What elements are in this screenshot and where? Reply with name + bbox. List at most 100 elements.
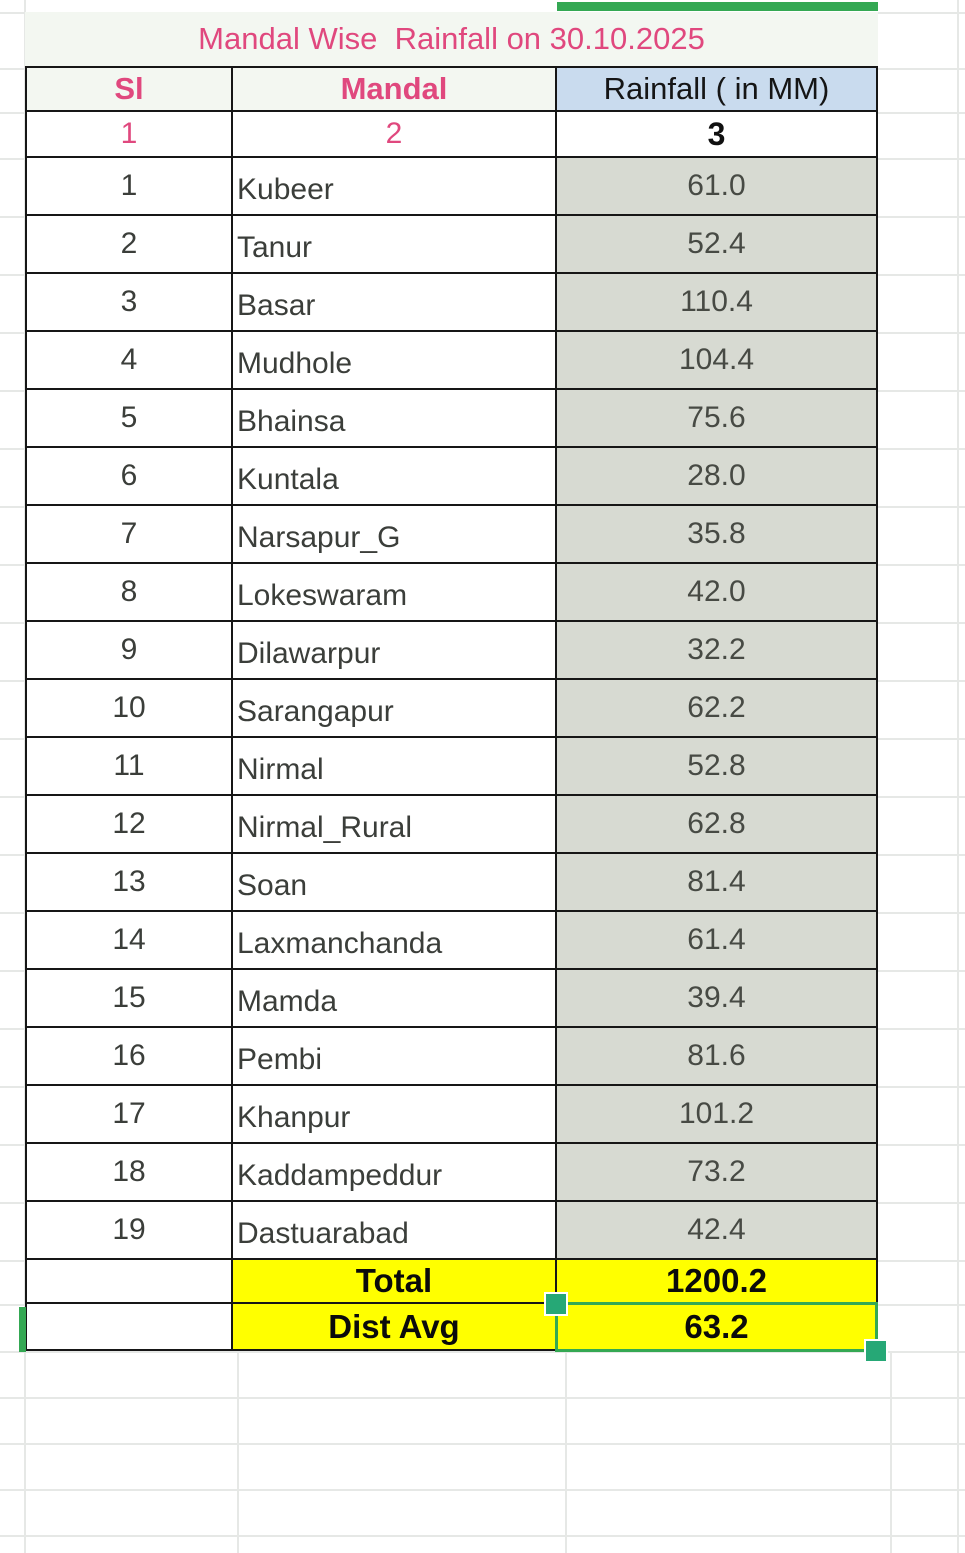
sl-cell[interactable]: 6 — [27, 448, 233, 504]
mandal-cell[interactable]: Sarangapur — [233, 680, 557, 736]
gridline-horizontal — [0, 1351, 965, 1353]
rainfall-cell[interactable]: 52.8 — [557, 738, 876, 794]
sl-cell[interactable]: 18 — [27, 1144, 233, 1200]
header-cell-rainfall[interactable]: Rainfall ( in MM) — [557, 68, 876, 110]
selection-column-top-indicator — [557, 2, 878, 11]
sl-cell[interactable]: 19 — [27, 1202, 233, 1258]
rainfall-cell[interactable]: 75.6 — [557, 390, 876, 446]
rainfall-cell[interactable]: 61.0 — [557, 158, 876, 214]
mandal-cell[interactable]: Mamda — [233, 970, 557, 1026]
mandal-cell[interactable]: Bhainsa — [233, 390, 557, 446]
column-number-cell-3[interactable]: 3 — [707, 115, 726, 152]
selection-row-left-indicator — [19, 1307, 26, 1352]
gridline-vertical — [957, 0, 959, 1553]
rainfall-cell[interactable]: 52.4 — [557, 216, 876, 272]
mandal-cell[interactable]: Khanpur — [233, 1086, 557, 1142]
rainfall-cell[interactable]: 62.2 — [557, 680, 876, 736]
avg-sl-cell[interactable] — [27, 1304, 233, 1349]
mandal-cell[interactable]: Nirmal_Rural — [233, 796, 557, 852]
table-row: 8 Lokeswaram 42.0 — [27, 564, 876, 622]
sl-cell[interactable]: 10 — [27, 680, 233, 736]
mandal-cell[interactable]: Narsapur_G — [233, 506, 557, 562]
sl-cell[interactable]: 1 — [27, 158, 233, 214]
rainfall-cell[interactable]: 62.8 — [557, 796, 876, 852]
mandal-cell[interactable]: Lokeswaram — [233, 564, 557, 620]
gridline-horizontal — [0, 1397, 965, 1399]
avg-label-cell[interactable]: Dist Avg — [233, 1304, 557, 1349]
sl-cell[interactable]: 7 — [27, 506, 233, 562]
sl-cell[interactable]: 8 — [27, 564, 233, 620]
rainfall-cell[interactable]: 42.4 — [557, 1202, 876, 1258]
selection-handle-top-left[interactable] — [544, 1292, 568, 1316]
column-number-cell-1[interactable]: 1 — [27, 112, 233, 156]
mandal-cell[interactable]: Tanur — [233, 216, 557, 272]
rainfall-cell[interactable]: 101.2 — [557, 1086, 876, 1142]
table-row: 10 Sarangapur 62.2 — [27, 680, 876, 738]
sl-cell[interactable]: 12 — [27, 796, 233, 852]
mandal-cell[interactable]: Dastuarabad — [233, 1202, 557, 1258]
rainfall-cell[interactable]: 28.0 — [557, 448, 876, 504]
sl-cell[interactable]: 3 — [27, 274, 233, 330]
gridline-horizontal — [0, 1489, 965, 1491]
rainfall-cell[interactable]: 110.4 — [557, 274, 876, 330]
dist-avg-row: Dist Avg 63.2 — [27, 1304, 876, 1351]
mandal-cell[interactable]: Soan — [233, 854, 557, 910]
mandal-cell[interactable]: Nirmal — [233, 738, 557, 794]
table-row: 2 Tanur 52.4 — [27, 216, 876, 274]
total-row: Total 1200.2 — [27, 1260, 876, 1304]
mandal-cell[interactable]: Kuntala — [233, 448, 557, 504]
table-row: 14 Laxmanchanda 61.4 — [27, 912, 876, 970]
rainfall-cell[interactable]: 35.8 — [557, 506, 876, 562]
gridline-vertical — [565, 1351, 567, 1553]
table-frame: Sl Mandal Rainfall ( in MM) 1 2 3 1 Kubee… — [25, 68, 878, 1351]
title-cell[interactable]: Mandal Wise Rainfall on 30.10.2025 — [25, 12, 878, 68]
table-row: 18 Kaddampeddur 73.2 — [27, 1144, 876, 1202]
table-row: 17 Khanpur 101.2 — [27, 1086, 876, 1144]
sl-cell[interactable]: 11 — [27, 738, 233, 794]
mandal-cell[interactable]: Mudhole — [233, 332, 557, 388]
rainfall-cell[interactable]: 81.6 — [557, 1028, 876, 1084]
rainfall-cell[interactable]: 39.4 — [557, 970, 876, 1026]
sl-cell[interactable]: 13 — [27, 854, 233, 910]
table-row: 9 Dilawarpur 32.2 — [27, 622, 876, 680]
mandal-cell[interactable]: Kaddampeddur — [233, 1144, 557, 1200]
sl-cell[interactable]: 9 — [27, 622, 233, 678]
rainfall-cell[interactable]: 81.4 — [557, 854, 876, 910]
rainfall-cell[interactable]: 61.4 — [557, 912, 876, 968]
header-cell-mandal[interactable]: Mandal — [233, 68, 557, 110]
rainfall-table: Mandal Wise Rainfall on 30.10.2025 Sl Ma… — [25, 12, 878, 1351]
sl-cell[interactable]: 2 — [27, 216, 233, 272]
mandal-cell[interactable]: Pembi — [233, 1028, 557, 1084]
avg-value-cell[interactable]: 63.2 — [557, 1304, 876, 1349]
column-number-row: 1 2 3 — [27, 112, 876, 158]
mandal-cell[interactable]: Dilawarpur — [233, 622, 557, 678]
header-cell-sl[interactable]: Sl — [27, 68, 233, 110]
table-row: 15 Mamda 39.4 — [27, 970, 876, 1028]
sl-cell[interactable]: 16 — [27, 1028, 233, 1084]
selection-handle-bottom-right[interactable] — [864, 1339, 888, 1363]
sheet-title: Mandal Wise Rainfall on 30.10.2025 — [198, 21, 705, 56]
total-sl-cell[interactable] — [27, 1260, 233, 1302]
rainfall-cell[interactable]: 42.0 — [557, 564, 876, 620]
table-row: 13 Soan 81.4 — [27, 854, 876, 912]
total-label-cell[interactable]: Total — [233, 1260, 557, 1302]
table-row: 1 Kubeer 61.0 — [27, 158, 876, 216]
mandal-cell[interactable]: Laxmanchanda — [233, 912, 557, 968]
table-row: 5 Bhainsa 75.6 — [27, 390, 876, 448]
sl-cell[interactable]: 5 — [27, 390, 233, 446]
column-number-cell-2[interactable]: 2 — [233, 112, 557, 156]
sl-cell[interactable]: 17 — [27, 1086, 233, 1142]
sl-cell[interactable]: 15 — [27, 970, 233, 1026]
mandal-cell[interactable]: Basar — [233, 274, 557, 330]
sl-cell[interactable]: 4 — [27, 332, 233, 388]
total-value-cell[interactable]: 1200.2 — [557, 1260, 876, 1302]
table-row: 11 Nirmal 52.8 — [27, 738, 876, 796]
sl-cell[interactable]: 14 — [27, 912, 233, 968]
table-row: 19 Dastuarabad 42.4 — [27, 1202, 876, 1260]
rainfall-cell[interactable]: 32.2 — [557, 622, 876, 678]
rainfall-cell[interactable]: 73.2 — [557, 1144, 876, 1200]
gridline-vertical — [890, 1351, 892, 1553]
rainfall-cell[interactable]: 104.4 — [557, 332, 876, 388]
mandal-cell[interactable]: Kubeer — [233, 158, 557, 214]
table-row: 7 Narsapur_G 35.8 — [27, 506, 876, 564]
